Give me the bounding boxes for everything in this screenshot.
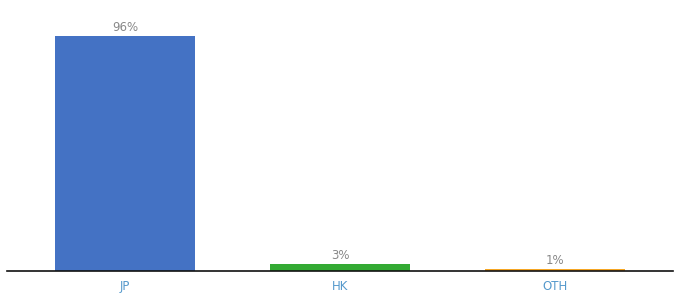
Bar — [485, 268, 625, 271]
Bar — [55, 36, 195, 271]
Bar — [270, 264, 410, 271]
Text: 96%: 96% — [112, 21, 138, 34]
Text: 3%: 3% — [330, 249, 350, 262]
Text: 1%: 1% — [545, 254, 564, 267]
